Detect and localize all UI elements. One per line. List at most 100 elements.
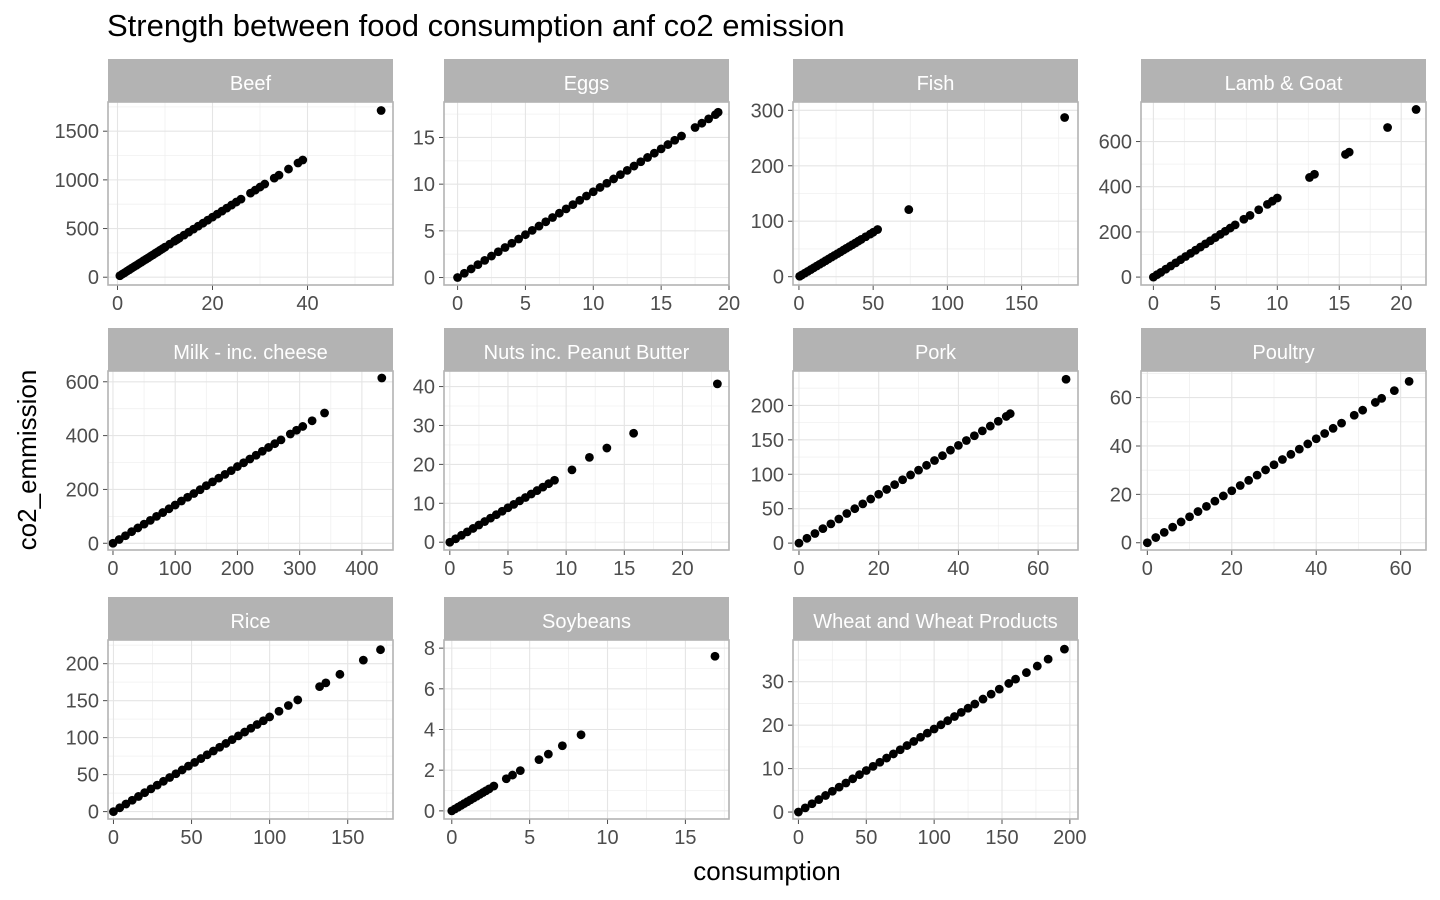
x-tick-label: 10: [596, 827, 618, 849]
data-point: [954, 440, 963, 450]
data-point: [1278, 455, 1287, 464]
x-tick-label: 20: [201, 293, 223, 315]
y-tick-label: 8: [424, 638, 435, 660]
data-point: [1176, 517, 1186, 527]
data-point: [376, 645, 385, 655]
data-point: [1320, 429, 1330, 438]
y-tick-label: 60: [1110, 388, 1132, 410]
facet-strip-label: Eggs: [564, 73, 610, 95]
data-point: [145, 515, 155, 525]
data-point: [834, 782, 844, 792]
data-point: [521, 230, 530, 240]
data-point: [929, 724, 939, 734]
x-tick-label: 5: [502, 558, 513, 580]
y-tick-label: 400: [66, 426, 99, 448]
facet-strip-label: Milk - inc. cheese: [173, 342, 328, 364]
data-point: [906, 470, 915, 480]
data-point: [1269, 460, 1279, 470]
data-point: [493, 247, 503, 257]
data-point: [914, 465, 923, 475]
x-tick-label: 150: [985, 827, 1018, 849]
data-point: [466, 264, 476, 274]
y-tick-label: 600: [66, 372, 99, 394]
data-point: [827, 786, 837, 796]
y-tick-label: 20: [1110, 484, 1132, 506]
y-tick-label: 500: [66, 219, 99, 241]
data-point: [602, 178, 612, 188]
x-tick-label: 20: [671, 558, 693, 580]
data-point: [335, 669, 345, 679]
data-point: [969, 431, 979, 441]
y-tick-label: 0: [773, 533, 784, 555]
data-point: [567, 465, 577, 475]
x-tick-label: 0: [793, 293, 804, 315]
facet-panel: Wheat and Wheat Products 0 50 100 150 200 0 10 2…: [762, 597, 1087, 849]
x-tick-label: 150: [331, 827, 364, 849]
y-tick-label: 40: [413, 377, 435, 399]
data-point: [489, 781, 499, 791]
data-point: [500, 243, 510, 252]
facet-strip: [1141, 59, 1426, 102]
data-point: [936, 720, 946, 730]
data-point: [1261, 465, 1270, 475]
facet-strip-label: Nuts inc. Peanut Butter: [484, 342, 690, 364]
data-point: [121, 531, 130, 541]
data-point: [916, 732, 925, 742]
y-tick-label: 0: [424, 532, 435, 554]
x-tick-label: 50: [180, 827, 202, 849]
facet-panel: Poultry 0 20 40 60 0 20 40 60: [1110, 328, 1427, 580]
data-point: [855, 770, 864, 780]
panel-border: [1140, 101, 1427, 286]
y-tick-label: 0: [88, 802, 99, 824]
facet-strip-label: Lamb & Goat: [1225, 73, 1343, 95]
data-point: [1370, 398, 1380, 407]
data-point: [1210, 496, 1220, 506]
data-point: [1254, 205, 1264, 215]
data-point: [1202, 501, 1211, 511]
data-point: [690, 123, 700, 132]
y-axis-title: co2_emmission: [12, 370, 42, 551]
facet-strip-label: Pork: [915, 342, 957, 364]
data-point: [1404, 377, 1414, 386]
data-point: [818, 524, 828, 534]
data-point: [543, 749, 553, 759]
data-point: [794, 538, 804, 548]
x-tick-label: 0: [444, 558, 455, 580]
data-point: [1286, 449, 1296, 459]
data-point: [527, 225, 537, 235]
x-tick-label: 100: [159, 558, 192, 580]
x-tick-label: 10: [555, 558, 577, 580]
y-tick-label: 30: [413, 415, 435, 437]
facet-strip: [444, 59, 729, 102]
data-point: [946, 445, 955, 455]
panel-border: [443, 101, 730, 286]
data-point: [1218, 491, 1228, 501]
y-tick-label: 1500: [55, 121, 100, 143]
data-point: [1185, 512, 1194, 522]
facet-panel: Beef 0 20 40 0 500 1000 1500: [55, 59, 394, 315]
data-point: [1159, 527, 1169, 537]
data-point: [514, 234, 524, 244]
data-point: [993, 416, 1003, 426]
data-point: [1349, 410, 1359, 420]
x-tick-label: 0: [793, 558, 804, 580]
y-tick-label: 0: [1121, 533, 1132, 555]
x-tick-label: 400: [345, 558, 378, 580]
data-point: [195, 485, 205, 495]
facet-strip: [108, 328, 393, 371]
y-tick-label: 10: [413, 174, 435, 196]
facet-strip: [793, 59, 1078, 102]
x-axis-title: consumption: [693, 856, 840, 886]
x-tick-label: 5: [524, 827, 535, 849]
y-tick-label: 10: [762, 759, 784, 781]
y-tick-label: 150: [66, 691, 99, 713]
x-tick-label: 300: [283, 558, 316, 580]
data-point: [550, 475, 559, 485]
panel-border: [792, 370, 1079, 551]
data-point: [226, 466, 236, 475]
panel-border: [107, 639, 394, 820]
data-point: [576, 730, 586, 740]
data-point: [834, 514, 844, 524]
x-tick-label: 0: [793, 827, 804, 849]
facet-panel: Nuts inc. Peanut Butter 0 5 10 15 20 0 10 20 30 40: [413, 328, 730, 580]
